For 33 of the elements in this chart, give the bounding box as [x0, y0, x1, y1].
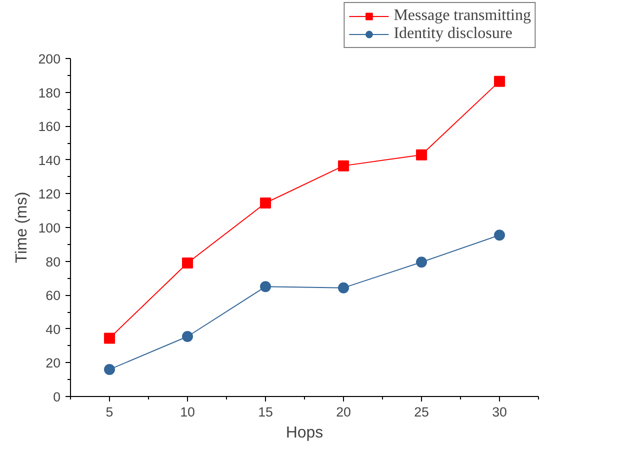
point [494, 76, 505, 87]
point [182, 257, 193, 268]
point [104, 332, 115, 344]
legend-label: Identity disclosure [394, 25, 512, 43]
x-tick-label: 25 [414, 404, 429, 420]
point [416, 149, 427, 160]
legend-label: Message transmitting [394, 7, 531, 25]
point [416, 256, 427, 268]
y-tick-label: 200 [38, 52, 61, 66]
point [104, 364, 115, 375]
x-tick-label: 15 [258, 404, 273, 420]
y-tick-label: 100 [38, 220, 61, 236]
x-tick-label: 10 [180, 404, 195, 420]
point [338, 282, 349, 294]
y-tick-label: 60 [46, 288, 61, 304]
point [494, 230, 505, 241]
x-tick-label: 30 [492, 404, 507, 420]
y-tick-label: 180 [38, 85, 61, 100]
y-tick-label: 120 [38, 186, 61, 202]
x-axis-title: Hops [286, 424, 324, 442]
x-tick-label: 20 [336, 404, 351, 420]
y-tick-label: 0 [53, 390, 61, 404]
y-tick-label: 160 [38, 119, 61, 134]
y-tick-label: 140 [38, 152, 61, 168]
point [260, 197, 271, 208]
x-tick-label: 5 [106, 404, 114, 420]
y-axis-title: Time (ms) [13, 192, 30, 264]
y-tick-label: 80 [46, 254, 61, 270]
point [338, 160, 349, 172]
point [260, 281, 271, 292]
y-tick-label: 20 [46, 356, 61, 371]
point [182, 331, 193, 342]
y-tick-label: 40 [46, 322, 61, 337]
